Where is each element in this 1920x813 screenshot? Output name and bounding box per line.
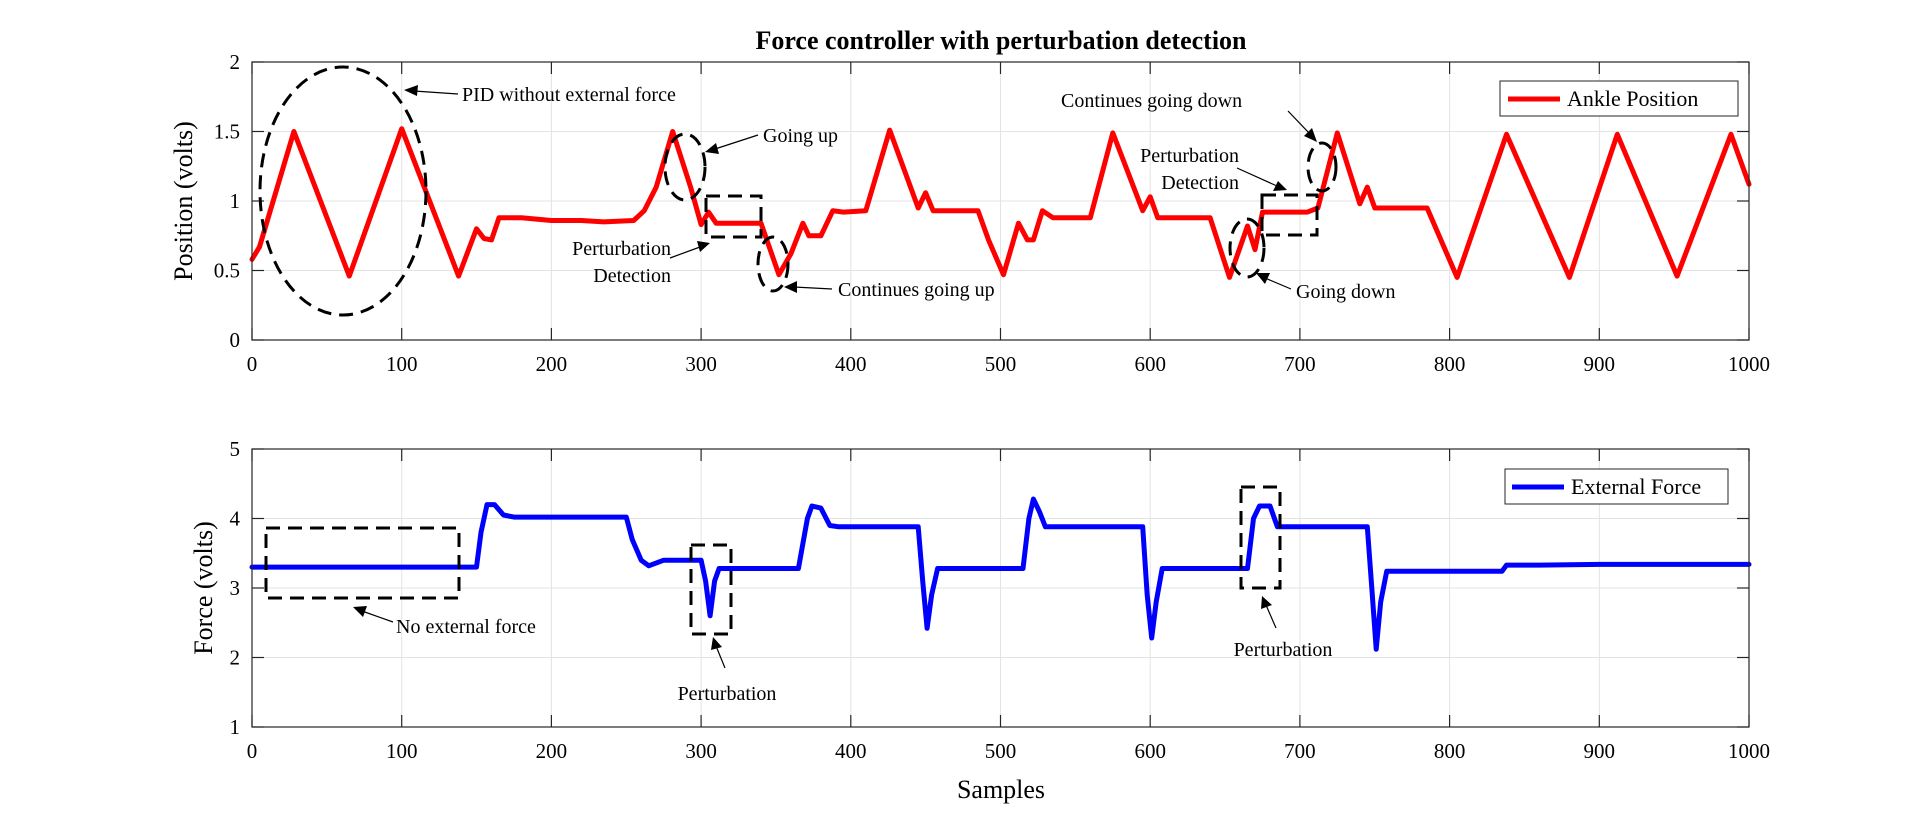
- annotation-going-up: Going up: [763, 125, 838, 147]
- top-y-tick-label: 0.5: [214, 259, 240, 283]
- bottom-annotations: No external force Perturbation Perturbat…: [264, 485, 1333, 705]
- going-down-ellipse: [1228, 217, 1266, 279]
- top-legend-label: Ankle Position: [1567, 86, 1698, 111]
- annotation-pert-detect-1a: Perturbation: [572, 238, 671, 260]
- bottom-series-line-0: [249, 496, 1752, 652]
- continues-down-ellipse: [1306, 141, 1338, 193]
- top-series-line-0: [249, 126, 1752, 280]
- annotation-no-force: No external force: [396, 616, 536, 638]
- bottom-x-tick-label: 0: [247, 739, 258, 763]
- top-y-tick-label: 1.5: [214, 120, 240, 144]
- top-x-tick-label: 300: [685, 352, 717, 376]
- bottom-y-tick-label: 2: [230, 646, 241, 670]
- top-x-tick-label: 800: [1434, 352, 1466, 376]
- ankle-position-plot: 0 100 200 300 400 500 600 700 800 900 1000 0 0.5 1 1.5…: [169, 50, 1770, 376]
- bottom-x-tick-label: 500: [985, 739, 1017, 763]
- top-x-tick-label: 400: [835, 352, 867, 376]
- pert-detect-box-1: [704, 194, 763, 239]
- bottom-x-tick-label: 900: [1584, 739, 1616, 763]
- bottom-y-tick-label: 4: [230, 507, 241, 531]
- annotation-pert-1: Perturbation: [678, 683, 777, 705]
- pert-box-2: [1239, 485, 1282, 590]
- x-axis-label: Samples: [957, 775, 1045, 804]
- bottom-x-tick-label: 300: [685, 739, 717, 763]
- continues-up-ellipse: [756, 235, 790, 293]
- annotation-pert-detect-2b: Detection: [1161, 172, 1239, 194]
- top-x-tick-label: 1000: [1728, 352, 1770, 376]
- bottom-x-tick-label: 200: [536, 739, 568, 763]
- bottom-legend-label: External Force: [1571, 474, 1701, 499]
- top-series-layer: [249, 126, 1752, 280]
- no-force-box: [264, 526, 461, 600]
- bottom-x-tick-label: 1000: [1728, 739, 1770, 763]
- top-x-tick-label: 700: [1284, 352, 1316, 376]
- external-force-plot: 0 100 200 300 400 500 600 700 800 900 1000 1 2 3 4 5 Fo…: [189, 437, 1770, 804]
- top-x-tick-label: 900: [1584, 352, 1616, 376]
- bottom-y-tick-label: 3: [230, 576, 241, 600]
- bottom-x-tick-label: 600: [1134, 739, 1166, 763]
- top-ticks: 0 100 200 300 400 500 600 700 800 900 1000 0 0.5 1 1.5…: [214, 50, 1770, 376]
- top-annotations: PID without external force Going up Pert…: [258, 65, 1395, 317]
- annotation-pert-2: Perturbation: [1234, 639, 1333, 661]
- bottom-y-tick-label: 5: [230, 437, 241, 461]
- top-x-tick-label: 100: [386, 352, 418, 376]
- top-x-tick-label: 600: [1134, 352, 1166, 376]
- top-y-axis-label: Position (volts): [169, 121, 198, 281]
- bottom-x-tick-label: 800: [1434, 739, 1466, 763]
- annotation-pert-detect-1b: Detection: [593, 265, 671, 287]
- top-y-tick-label: 2: [230, 50, 241, 74]
- chart-title: Force controller with perturbation detec…: [755, 26, 1247, 55]
- bottom-x-tick-label: 100: [386, 739, 418, 763]
- bottom-ticks: 0 100 200 300 400 500 600 700 800 900 1000 1 2 3 4 5: [230, 437, 1771, 763]
- bottom-x-tick-label: 700: [1284, 739, 1316, 763]
- pid-ellipse: [258, 65, 428, 317]
- top-y-tick-label: 0: [230, 328, 241, 352]
- going-up-ellipse: [663, 132, 707, 202]
- top-x-tick-label: 500: [985, 352, 1017, 376]
- top-x-tick-label: 0: [247, 352, 258, 376]
- top-legend: Ankle Position: [1499, 80, 1739, 117]
- bottom-y-tick-label: 1: [230, 715, 241, 739]
- top-x-tick-label: 200: [536, 352, 568, 376]
- bottom-series-layer: [249, 496, 1752, 652]
- annotation-pid: PID without external force: [462, 84, 676, 106]
- bottom-legend: External Force: [1504, 468, 1729, 505]
- annotation-continues-down: Continues going down: [1061, 90, 1242, 112]
- annotation-going-down: Going down: [1296, 281, 1395, 303]
- annotation-continues-up: Continues going up: [838, 279, 995, 301]
- pert-detect-box-2: [1260, 193, 1319, 237]
- bottom-x-tick-label: 400: [835, 739, 867, 763]
- bottom-y-axis-label: Force (volts): [189, 521, 218, 655]
- annotation-pert-detect-2a: Perturbation: [1140, 145, 1239, 167]
- top-y-tick-label: 1: [230, 189, 241, 213]
